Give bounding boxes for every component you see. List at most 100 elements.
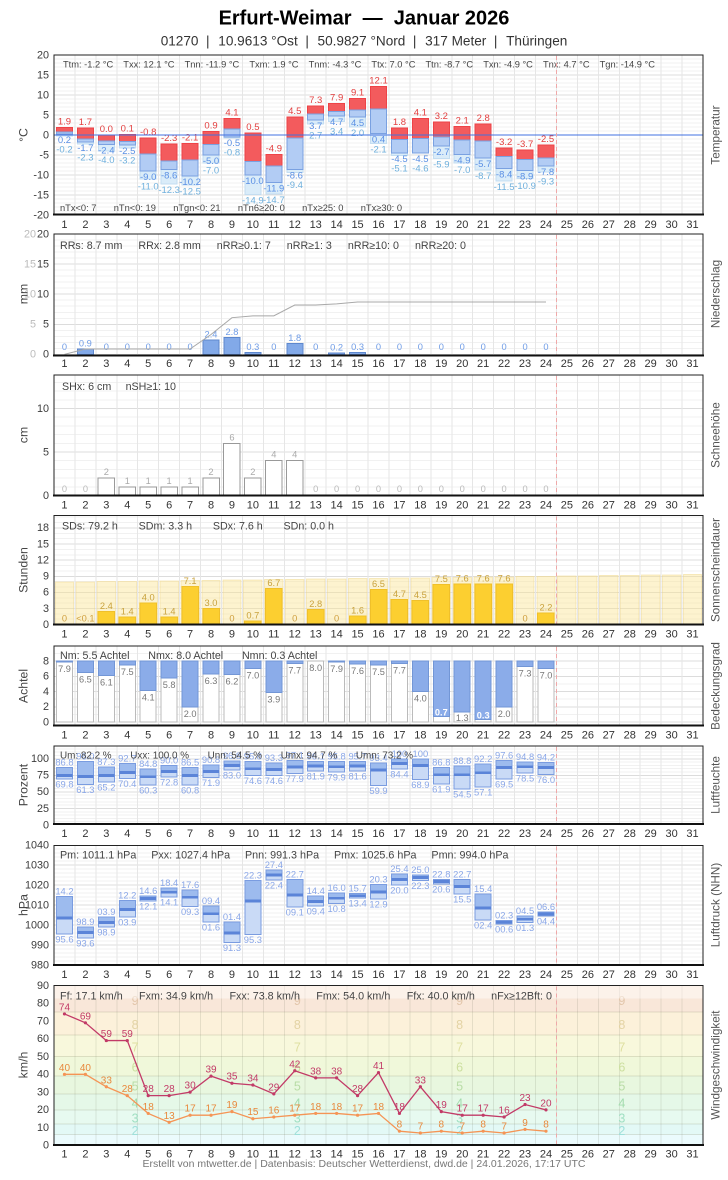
svg-text:15: 15 (351, 219, 363, 231)
svg-text:24: 24 (540, 500, 552, 512)
svg-text:69.8: 69.8 (55, 778, 73, 789)
svg-text:1.3: 1.3 (456, 713, 469, 723)
svg-text:-0.8: -0.8 (224, 148, 240, 159)
svg-text:15.4: 15.4 (474, 883, 492, 894)
svg-text:6: 6 (166, 219, 172, 231)
svg-text:-9.4: -9.4 (287, 180, 303, 191)
svg-text:Txx: 12.1 °C: Txx: 12.1 °C (123, 60, 175, 70)
svg-text:5.8: 5.8 (163, 680, 176, 690)
svg-text:24: 24 (540, 358, 552, 370)
svg-text:74.6: 74.6 (265, 775, 283, 786)
svg-text:1.9: 1.9 (58, 116, 71, 127)
svg-text:01.6: 01.6 (202, 921, 220, 932)
svg-text:7.5: 7.5 (121, 667, 134, 677)
svg-text:Sonnenscheindauer: Sonnenscheindauer (710, 518, 723, 622)
svg-text:8: 8 (208, 500, 214, 512)
svg-text:23: 23 (519, 629, 531, 641)
svg-text:15: 15 (351, 828, 363, 840)
svg-text:5: 5 (43, 319, 49, 331)
svg-text:16.0: 16.0 (328, 882, 346, 893)
svg-text:28: 28 (624, 730, 636, 742)
svg-text:18: 18 (373, 1102, 385, 1113)
svg-text:8: 8 (480, 1120, 486, 1131)
svg-text:7: 7 (618, 1040, 625, 1054)
svg-text:nRR≥1: 3: nRR≥1: 3 (287, 240, 332, 252)
svg-text:0: 0 (460, 342, 465, 352)
svg-text:Tnn: -11.9 °C: Tnn: -11.9 °C (185, 60, 240, 70)
svg-text:27: 27 (603, 500, 615, 512)
svg-text:-5.1: -5.1 (391, 164, 407, 175)
svg-text:40: 40 (80, 1063, 92, 1074)
svg-text:1: 1 (125, 476, 130, 486)
svg-text:8: 8 (439, 1120, 445, 1131)
svg-text:31: 31 (686, 828, 698, 840)
svg-text:3.4: 3.4 (330, 127, 343, 138)
svg-text:14.6: 14.6 (139, 885, 157, 896)
svg-text:22: 22 (498, 969, 510, 981)
svg-text:16: 16 (499, 1105, 511, 1116)
svg-text:-7.0: -7.0 (454, 165, 470, 176)
svg-text:3: 3 (103, 969, 109, 981)
svg-text:6: 6 (229, 432, 234, 442)
svg-text:13: 13 (310, 969, 322, 981)
svg-text:09.4: 09.4 (307, 906, 325, 917)
svg-text:30: 30 (665, 828, 677, 840)
svg-text:0.9: 0.9 (79, 338, 92, 348)
svg-text:7.9: 7.9 (330, 664, 343, 674)
svg-text:7: 7 (187, 219, 193, 231)
svg-text:20: 20 (37, 1104, 49, 1116)
svg-text:12: 12 (289, 219, 301, 231)
svg-text:20: 20 (37, 49, 49, 61)
svg-text:Umn: 73.2 %: Umn: 73.2 % (356, 751, 413, 762)
svg-text:41: 41 (373, 1061, 385, 1072)
svg-text:5: 5 (294, 1079, 301, 1093)
svg-text:26: 26 (582, 219, 594, 231)
svg-text:0: 0 (167, 342, 172, 352)
svg-text:7: 7 (456, 1040, 463, 1054)
svg-text:17: 17 (457, 1104, 469, 1115)
svg-text:72.8: 72.8 (160, 776, 178, 787)
svg-text:16: 16 (372, 500, 384, 512)
svg-text:31: 31 (686, 730, 698, 742)
svg-text:0: 0 (104, 342, 109, 352)
svg-text:92.2: 92.2 (474, 753, 492, 764)
svg-text:11: 11 (268, 358, 279, 370)
svg-text:Ttn: -8.7 °C: Ttn: -8.7 °C (425, 60, 473, 70)
svg-text:19: 19 (435, 219, 447, 231)
svg-text:1: 1 (187, 476, 192, 486)
svg-text:30: 30 (665, 629, 677, 641)
svg-text:29: 29 (645, 1149, 657, 1161)
svg-text:4.0: 4.0 (414, 694, 427, 704)
svg-text:22.3: 22.3 (411, 880, 429, 891)
svg-text:25: 25 (561, 500, 573, 512)
svg-text:-4.0: -4.0 (98, 155, 114, 166)
svg-text:0: 0 (146, 342, 151, 352)
svg-text:Um: 82.2 %: Um: 82.2 % (60, 751, 112, 762)
svg-text:2.8: 2.8 (309, 599, 322, 609)
svg-text:17: 17 (393, 969, 405, 981)
svg-text:88.8: 88.8 (453, 755, 471, 766)
svg-text:28: 28 (624, 1149, 636, 1161)
svg-text:9: 9 (229, 828, 235, 840)
svg-text:Temperatur: Temperatur (710, 105, 723, 164)
svg-text:-2.1: -2.1 (182, 132, 198, 143)
svg-text:0: 0 (522, 342, 527, 352)
svg-text:10: 10 (247, 730, 259, 742)
svg-text:6: 6 (618, 1061, 625, 1075)
svg-text:24: 24 (540, 629, 552, 641)
svg-text:-5: -5 (39, 149, 49, 161)
svg-text:50: 50 (37, 1051, 49, 1063)
svg-text:9: 9 (43, 571, 49, 583)
svg-text:17: 17 (352, 1104, 364, 1115)
svg-text:Luftfeuchte: Luftfeuchte (710, 756, 723, 814)
svg-text:0.5: 0.5 (246, 122, 259, 133)
svg-text:8: 8 (208, 358, 214, 370)
svg-text:7.6: 7.6 (456, 573, 469, 583)
svg-text:100: 100 (31, 753, 49, 765)
svg-text:09.4: 09.4 (202, 895, 220, 906)
svg-text:26: 26 (582, 969, 594, 981)
svg-text:30: 30 (665, 730, 677, 742)
svg-text:7.9: 7.9 (58, 664, 71, 674)
svg-text:-3.2: -3.2 (496, 137, 512, 148)
svg-text:1030: 1030 (25, 859, 49, 871)
